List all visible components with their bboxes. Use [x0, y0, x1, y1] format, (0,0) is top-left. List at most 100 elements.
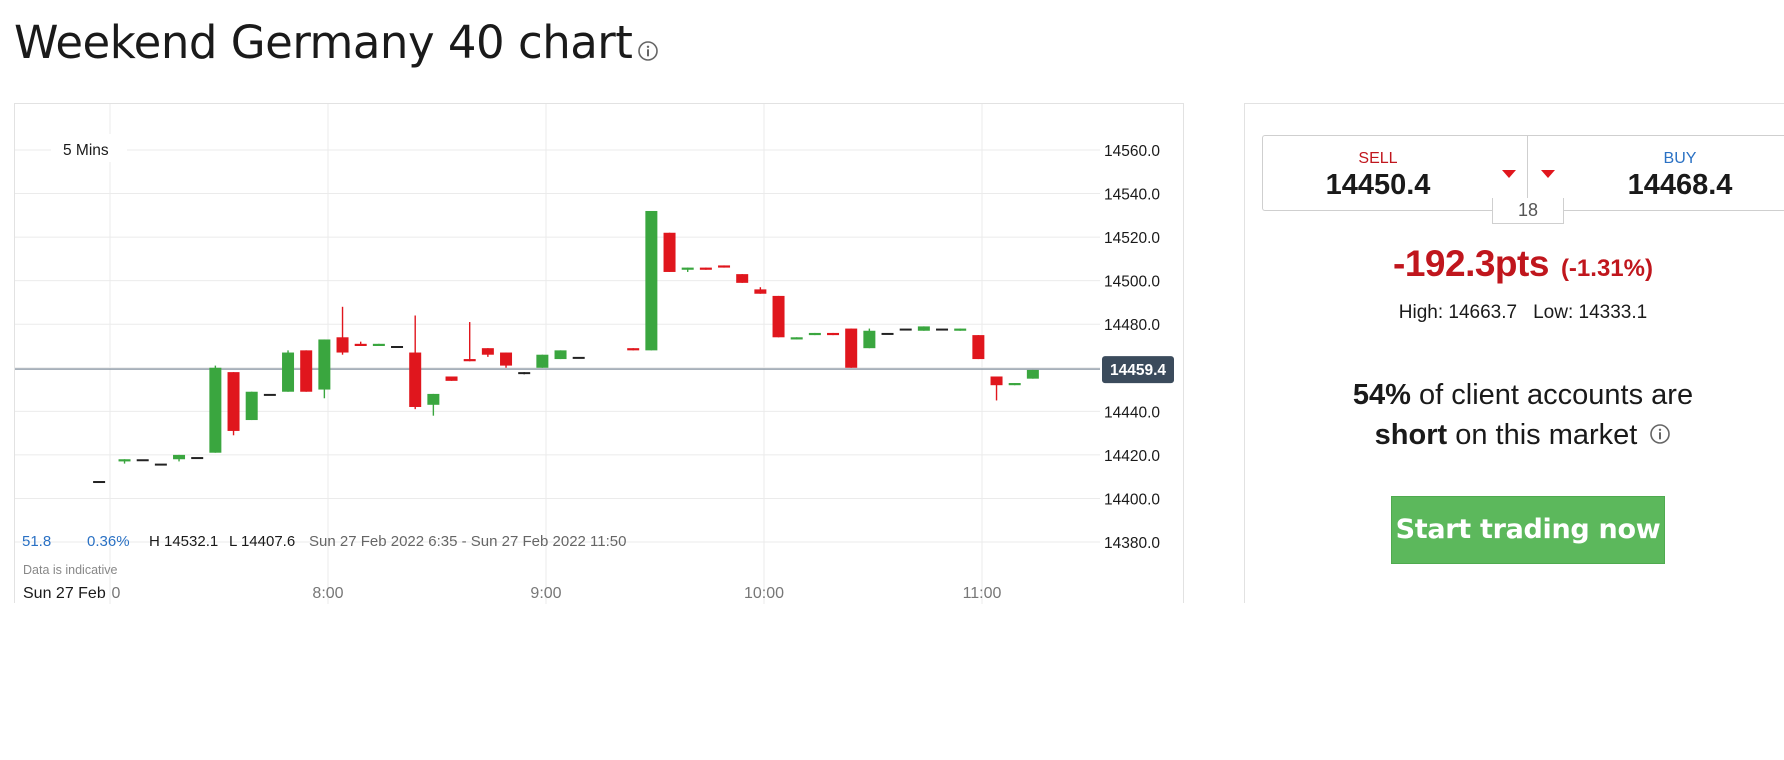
candle-body: [245, 391, 258, 421]
candle-body: [645, 210, 658, 351]
candle-body: [445, 376, 458, 381]
candle: [972, 335, 985, 360]
candle-body: [754, 289, 767, 294]
candle: [663, 232, 676, 272]
candle: [936, 328, 949, 331]
candle-body: [518, 372, 531, 375]
price-change: -192.3pts (-1.31%): [1262, 243, 1784, 285]
candle-body: [1026, 369, 1039, 379]
sentiment-text-2: on this market: [1447, 419, 1638, 451]
candle: [990, 376, 1003, 401]
current-price-tag: [1102, 356, 1174, 384]
y-tick-label: 14520.0: [1104, 230, 1160, 247]
candle-body: [427, 393, 440, 405]
candle: [282, 350, 295, 392]
price-chart[interactable]: 14560.014540.014520.014500.014480.014460…: [15, 104, 1185, 604]
candle-body: [118, 459, 131, 462]
candle: [245, 391, 258, 421]
candle: [154, 463, 167, 466]
candle-body: [881, 332, 894, 335]
stat-value-2: 0.36%: [87, 533, 130, 550]
candle: [536, 354, 549, 368]
y-tick-label: 14540.0: [1104, 187, 1160, 204]
y-tick-label: 14500.0: [1104, 274, 1160, 291]
candle: [827, 332, 840, 336]
candle: [427, 393, 440, 416]
chart-panel[interactable]: 14560.014540.014520.014500.014480.014460…: [14, 103, 1185, 604]
candle: [772, 295, 785, 338]
candle: [845, 328, 858, 368]
candle: [445, 376, 458, 381]
y-tick-label: 14480.0: [1104, 317, 1160, 334]
candle-body: [627, 348, 640, 351]
candle-body: [736, 274, 749, 283]
stat-high: H 14532.1: [149, 533, 218, 550]
candle-body: [93, 481, 106, 484]
candle: [318, 339, 331, 399]
candle-body: [300, 350, 313, 392]
day-high: High: 14663.7: [1398, 302, 1518, 323]
candle-body: [372, 343, 385, 346]
buy-price[interactable]: 14468.4: [1627, 169, 1733, 201]
candle: [790, 337, 803, 340]
page-title: Weekend Germany 40 chart: [14, 16, 633, 69]
candle-body: [318, 339, 331, 390]
candle: [954, 328, 967, 331]
candle: [354, 341, 367, 346]
candle-body: [136, 459, 149, 462]
candle: [681, 267, 694, 272]
y-tick-label: 14380.0: [1104, 535, 1160, 552]
candle-body: [500, 352, 513, 366]
candle: [627, 348, 640, 351]
y-tick-label: 14440.0: [1104, 404, 1160, 421]
candle-body: [336, 337, 349, 353]
candle: [481, 348, 494, 357]
candle-body: [899, 328, 912, 331]
candle: [209, 365, 222, 453]
stat-low: L 14407.6: [229, 533, 295, 550]
candle-body: [972, 335, 985, 360]
spread-value: 18: [1492, 198, 1564, 224]
client-sentiment: 54% of client accounts are short on this…: [1262, 375, 1784, 455]
candle-body: [572, 356, 585, 359]
info-circle-icon[interactable]: [1649, 423, 1671, 445]
candle-body: [554, 350, 567, 360]
sell-price[interactable]: 14450.4: [1325, 169, 1431, 201]
candle-body: [699, 267, 712, 270]
candle: [899, 328, 912, 331]
buy-down-arrow-icon: [1541, 170, 1555, 178]
candle: [699, 267, 712, 270]
candle: [500, 352, 513, 368]
sell-label[interactable]: SELL: [1358, 150, 1398, 167]
candle: [572, 356, 585, 359]
candle: [808, 332, 821, 336]
candle-body: [954, 328, 967, 331]
candle: [1026, 369, 1039, 379]
sentiment-text-1: of client accounts are: [1410, 379, 1694, 411]
candle: [136, 459, 149, 462]
candle-body: [263, 393, 276, 396]
sell-down-arrow-icon: [1502, 170, 1516, 178]
y-tick-label: 14400.0: [1104, 491, 1160, 508]
candle-body: [209, 367, 222, 453]
high-low: High: 14663.7 Low: 14333.1: [1262, 302, 1784, 324]
candle: [300, 350, 313, 392]
y-tick-label: 14560.0: [1104, 143, 1160, 160]
candle-body: [808, 332, 821, 336]
candle: [191, 457, 204, 460]
x-label: 0: [112, 585, 121, 602]
candle-body: [1008, 383, 1021, 386]
stat-range: Sun 27 Feb 2022 6:35 - Sun 27 Feb 2022 1…: [309, 533, 626, 550]
candle-body: [463, 359, 476, 362]
buy-label[interactable]: BUY: [1663, 150, 1697, 167]
candle: [409, 315, 422, 410]
candle-body: [409, 352, 422, 407]
price-divider: [1527, 135, 1528, 211]
candle: [1008, 383, 1021, 386]
start-trading-button[interactable]: Start trading now: [1391, 496, 1665, 564]
candle-body: [936, 328, 949, 331]
stat-value-1: 51.8: [22, 533, 51, 550]
current-price-label: 14459.4: [1110, 362, 1166, 379]
info-circle-icon[interactable]: [637, 40, 659, 62]
candle: [518, 372, 531, 375]
